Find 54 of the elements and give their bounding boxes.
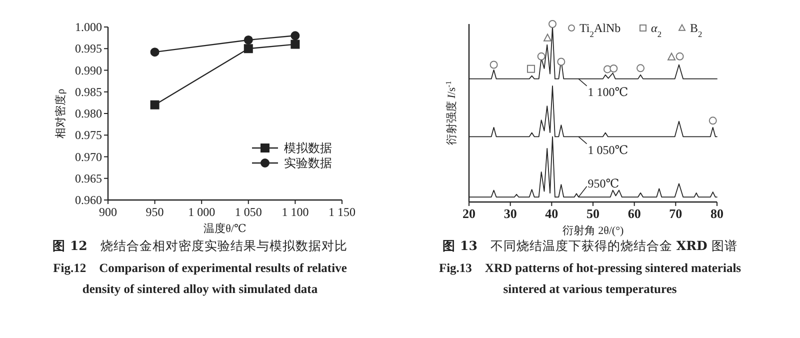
point (557, 58, 566, 66)
legend-label: 950℃ (588, 176, 620, 190)
y-tick-label: 0.965 (75, 171, 102, 186)
x-tick-label: 30 (504, 206, 517, 221)
x-tick-label: 900 (99, 205, 117, 219)
text: Fig.13 XRD patterns of hot-pressing sintered materials sintered at various temperatures (438, 261, 742, 296)
x-tick-label: 1 150 (328, 205, 356, 219)
y-tick-label: 1.000 (75, 20, 102, 34)
point (610, 64, 618, 72)
point (290, 40, 300, 49)
text: 图 13 不同烧结温度下获得的烧结合金 XRD 图谱 (442, 238, 738, 253)
x-tick-label: 1 050 (234, 205, 262, 219)
point (636, 64, 645, 72)
x-tick-label: 20 (462, 206, 476, 221)
legend-label: α$_{2}$ (651, 21, 662, 38)
x-tick-label: 80 (710, 206, 724, 221)
point (150, 100, 160, 110)
x-axis-title: 温度θ/℃ (204, 222, 246, 235)
x-tick-label: 1 100 (282, 205, 309, 219)
point (544, 34, 552, 42)
series-label: 1 100℃ (588, 84, 628, 99)
x-tick-label: 50 (586, 206, 600, 221)
x-tick-label: 70 (669, 206, 682, 221)
x-tick-label: 60 (628, 206, 641, 221)
legend-label: B$_{2}$ (690, 21, 702, 38)
point (490, 60, 498, 69)
text: 图 12 烧结合金相对密度实验结果与模拟数据对比 (52, 238, 348, 253)
y-tick-label: 0.980 (75, 106, 102, 120)
legend-label: Ti$_{2}$AlNb (580, 21, 621, 38)
point (676, 52, 684, 60)
y-tick-label: 0.960 (75, 193, 102, 207)
point (244, 35, 253, 44)
series-label: 1 050℃ (588, 142, 628, 157)
point (527, 64, 535, 73)
x-tick-label: 950 (146, 205, 164, 219)
point (290, 31, 300, 40)
y-axis-title: 相对密度ρ (54, 88, 67, 138)
y-tick-label: 0.970 (75, 150, 102, 164)
legend-label: 模拟数据 (284, 141, 332, 155)
point (244, 44, 253, 54)
y-tick-label: 0.990 (75, 63, 102, 78)
y-tick-label: 0.975 (75, 128, 102, 142)
point (668, 52, 676, 60)
y-tick-label: 0.985 (75, 84, 102, 99)
point (537, 52, 546, 60)
x-tick-label: 40 (545, 206, 558, 221)
point (150, 48, 160, 57)
legend-label: 实验数据 (284, 156, 332, 170)
y-tick-label: 0.995 (75, 42, 102, 56)
point (708, 116, 717, 125)
x-tick-label: 1 000 (188, 205, 216, 219)
point (548, 20, 556, 28)
text: Fig.12 Comparison of experimental results of relative density of sintered alloy with simulated data (53, 261, 348, 296)
x-axis-title: 衍射角 2θ/(°) (562, 224, 624, 237)
